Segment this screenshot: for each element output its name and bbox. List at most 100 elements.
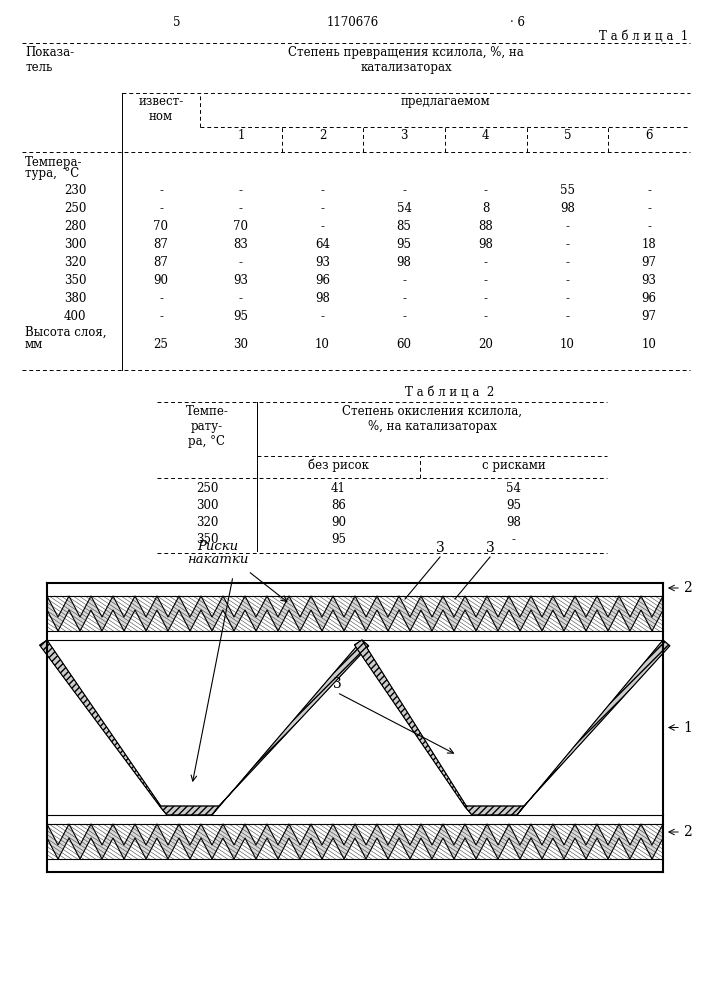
Text: 41: 41: [331, 482, 346, 495]
Text: 98: 98: [506, 516, 521, 529]
Text: -: -: [320, 220, 325, 233]
Text: 5: 5: [173, 16, 181, 29]
Text: 2: 2: [683, 825, 691, 839]
Text: 3: 3: [400, 129, 408, 142]
Text: 10: 10: [315, 338, 330, 351]
Text: 1: 1: [237, 129, 245, 142]
Text: -: -: [647, 220, 651, 233]
Text: 96: 96: [315, 274, 330, 287]
Text: 60: 60: [397, 338, 411, 351]
Text: 87: 87: [153, 238, 168, 251]
Text: 90: 90: [331, 516, 346, 529]
Text: 400: 400: [64, 310, 86, 323]
Text: 98: 98: [560, 202, 575, 215]
Text: 25: 25: [153, 338, 168, 351]
Text: -: -: [159, 184, 163, 197]
Text: 250: 250: [64, 202, 86, 215]
Text: -: -: [511, 533, 515, 546]
Text: -: -: [320, 310, 325, 323]
Text: Т а б л и ц а  1: Т а б л и ц а 1: [599, 30, 688, 43]
Text: накатки: накатки: [187, 553, 249, 566]
Text: Степень окисления ксилола,
%, на катализаторах: Степень окисления ксилола, %, на катализ…: [342, 405, 522, 433]
Text: Показа-
тель: Показа- тель: [25, 46, 74, 74]
Text: -: -: [566, 220, 570, 233]
Polygon shape: [160, 806, 219, 815]
Text: -: -: [402, 310, 406, 323]
Text: Т а б л и ц а  2: Т а б л и ц а 2: [405, 386, 495, 399]
Text: -: -: [647, 202, 651, 215]
Text: без рисок: без рисок: [308, 459, 369, 473]
Text: 250: 250: [196, 482, 218, 495]
Text: предлагаемом: предлагаемом: [400, 95, 490, 108]
Text: 6: 6: [645, 129, 653, 142]
Text: 230: 230: [64, 184, 86, 197]
Text: 18: 18: [642, 238, 657, 251]
Text: 85: 85: [397, 220, 411, 233]
Text: 2: 2: [683, 581, 691, 595]
Text: 54: 54: [397, 202, 411, 215]
Text: с рисками: с рисками: [481, 459, 545, 472]
Text: 10: 10: [560, 338, 575, 351]
Text: 2: 2: [319, 129, 326, 142]
Polygon shape: [47, 824, 663, 859]
Text: -: -: [239, 256, 243, 269]
Text: тура,  °C: тура, °C: [25, 167, 79, 180]
Text: -: -: [159, 292, 163, 305]
Text: 96: 96: [642, 292, 657, 305]
Text: 1170676: 1170676: [327, 16, 379, 29]
Text: 95: 95: [331, 533, 346, 546]
Text: -: -: [159, 310, 163, 323]
Text: -: -: [647, 184, 651, 197]
Text: -: -: [566, 256, 570, 269]
Polygon shape: [354, 640, 472, 815]
Text: -: -: [239, 202, 243, 215]
Text: 97: 97: [642, 310, 657, 323]
Text: 350: 350: [196, 533, 218, 546]
Text: 95: 95: [233, 310, 248, 323]
Text: 95: 95: [397, 238, 411, 251]
Text: 380: 380: [64, 292, 86, 305]
Text: 30: 30: [233, 338, 248, 351]
Text: 280: 280: [64, 220, 86, 233]
Text: 320: 320: [64, 256, 86, 269]
Text: 98: 98: [397, 256, 411, 269]
Text: -: -: [484, 256, 488, 269]
Text: 64: 64: [315, 238, 330, 251]
Text: 87: 87: [153, 256, 168, 269]
Text: 300: 300: [196, 499, 218, 512]
Text: 20: 20: [479, 338, 493, 351]
Text: -: -: [566, 292, 570, 305]
Text: 93: 93: [642, 274, 657, 287]
Text: -: -: [484, 184, 488, 197]
Text: 1: 1: [683, 720, 692, 734]
Text: -: -: [566, 274, 570, 287]
Text: извест-
ном: извест- ном: [139, 95, 184, 123]
Text: -: -: [484, 274, 488, 287]
Text: -: -: [402, 184, 406, 197]
Text: 98: 98: [479, 238, 493, 251]
Text: · 6: · 6: [510, 16, 525, 29]
Polygon shape: [40, 640, 167, 815]
Text: Риски: Риски: [197, 540, 238, 553]
Text: 98: 98: [315, 292, 330, 305]
Text: 55: 55: [560, 184, 575, 197]
Text: 8: 8: [482, 202, 489, 215]
Text: 3: 3: [436, 541, 445, 555]
Polygon shape: [464, 806, 524, 815]
Text: 70: 70: [153, 220, 168, 233]
Text: 90: 90: [153, 274, 168, 287]
Text: мм: мм: [25, 338, 43, 351]
Text: -: -: [402, 274, 406, 287]
Text: 93: 93: [233, 274, 248, 287]
Text: 97: 97: [642, 256, 657, 269]
Text: Высота слоя,: Высота слоя,: [25, 326, 107, 339]
Text: Темпе-
рату-
ра, °C: Темпе- рату- ра, °C: [185, 405, 228, 448]
Text: -: -: [402, 292, 406, 305]
Text: -: -: [320, 184, 325, 197]
Text: -: -: [239, 292, 243, 305]
Text: 3: 3: [486, 541, 494, 555]
Text: 88: 88: [479, 220, 493, 233]
Text: 320: 320: [196, 516, 218, 529]
Polygon shape: [47, 596, 663, 631]
Text: 54: 54: [506, 482, 521, 495]
